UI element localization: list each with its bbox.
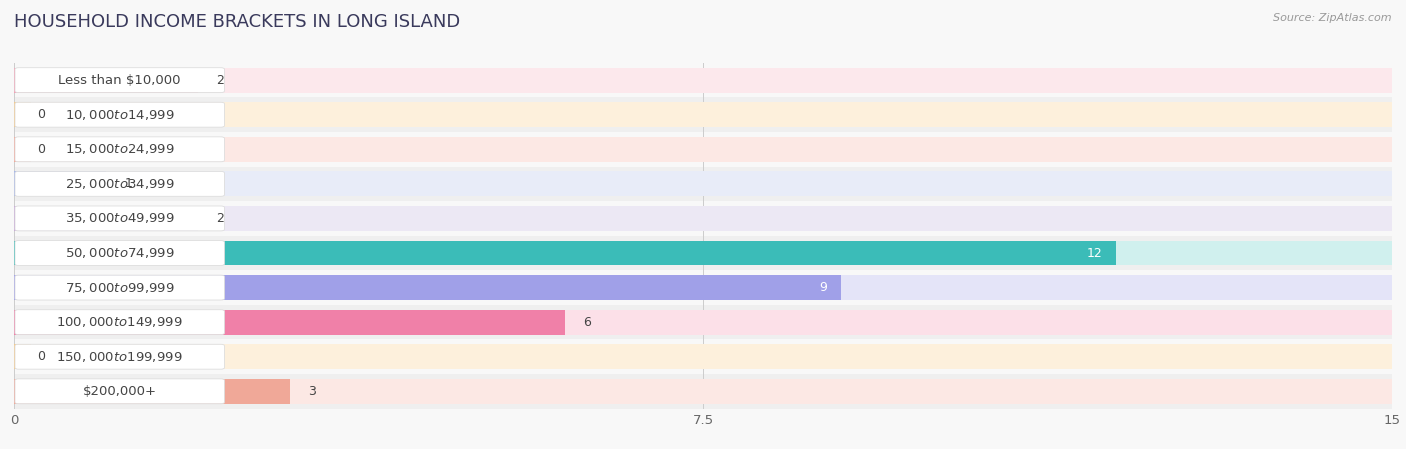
- FancyBboxPatch shape: [15, 379, 225, 404]
- Bar: [14, 97, 1392, 132]
- Text: 2: 2: [217, 212, 224, 225]
- FancyBboxPatch shape: [15, 241, 225, 265]
- Text: 1: 1: [124, 177, 132, 190]
- FancyBboxPatch shape: [15, 172, 225, 196]
- Bar: [14, 344, 31, 369]
- Bar: [14, 137, 31, 162]
- Bar: [14, 310, 565, 335]
- Bar: [14, 172, 1392, 196]
- Text: $200,000+: $200,000+: [83, 385, 156, 398]
- Text: $15,000 to $24,999: $15,000 to $24,999: [65, 142, 174, 156]
- Bar: [14, 137, 1392, 162]
- Text: $150,000 to $199,999: $150,000 to $199,999: [56, 350, 183, 364]
- Bar: [14, 172, 105, 196]
- Bar: [14, 344, 1392, 369]
- Bar: [14, 236, 1392, 270]
- FancyBboxPatch shape: [15, 344, 225, 369]
- Bar: [14, 275, 1392, 300]
- Bar: [14, 339, 1392, 374]
- FancyBboxPatch shape: [15, 137, 225, 162]
- FancyBboxPatch shape: [15, 102, 225, 127]
- Bar: [14, 132, 1392, 167]
- FancyBboxPatch shape: [15, 275, 225, 300]
- Bar: [14, 68, 1392, 92]
- Bar: [14, 63, 1392, 97]
- Text: $100,000 to $149,999: $100,000 to $149,999: [56, 315, 183, 329]
- Text: Less than $10,000: Less than $10,000: [59, 74, 181, 87]
- Bar: [14, 167, 1392, 201]
- Text: 3: 3: [308, 385, 316, 398]
- Bar: [14, 201, 1392, 236]
- Text: 6: 6: [583, 316, 592, 329]
- Bar: [14, 102, 1392, 127]
- Text: 0: 0: [37, 350, 45, 363]
- Bar: [14, 270, 1392, 305]
- Text: HOUSEHOLD INCOME BRACKETS IN LONG ISLAND: HOUSEHOLD INCOME BRACKETS IN LONG ISLAND: [14, 13, 460, 31]
- Text: $25,000 to $34,999: $25,000 to $34,999: [65, 177, 174, 191]
- Text: $75,000 to $99,999: $75,000 to $99,999: [65, 281, 174, 295]
- Bar: [14, 275, 841, 300]
- Bar: [14, 241, 1392, 265]
- Bar: [14, 310, 1392, 335]
- Text: Source: ZipAtlas.com: Source: ZipAtlas.com: [1274, 13, 1392, 23]
- Bar: [14, 379, 290, 404]
- Bar: [14, 305, 1392, 339]
- Text: $10,000 to $14,999: $10,000 to $14,999: [65, 108, 174, 122]
- Bar: [14, 206, 1392, 231]
- Text: 2: 2: [217, 74, 224, 87]
- Text: 0: 0: [37, 108, 45, 121]
- Bar: [14, 241, 1116, 265]
- Text: $50,000 to $74,999: $50,000 to $74,999: [65, 246, 174, 260]
- Text: $35,000 to $49,999: $35,000 to $49,999: [65, 211, 174, 225]
- Bar: [14, 102, 31, 127]
- FancyBboxPatch shape: [15, 206, 225, 231]
- FancyBboxPatch shape: [15, 310, 225, 335]
- Bar: [14, 379, 1392, 404]
- Bar: [14, 206, 198, 231]
- Text: 0: 0: [37, 143, 45, 156]
- Bar: [14, 68, 198, 92]
- FancyBboxPatch shape: [15, 68, 225, 92]
- Text: 12: 12: [1087, 247, 1102, 260]
- Bar: [14, 374, 1392, 409]
- Text: 9: 9: [820, 281, 827, 294]
